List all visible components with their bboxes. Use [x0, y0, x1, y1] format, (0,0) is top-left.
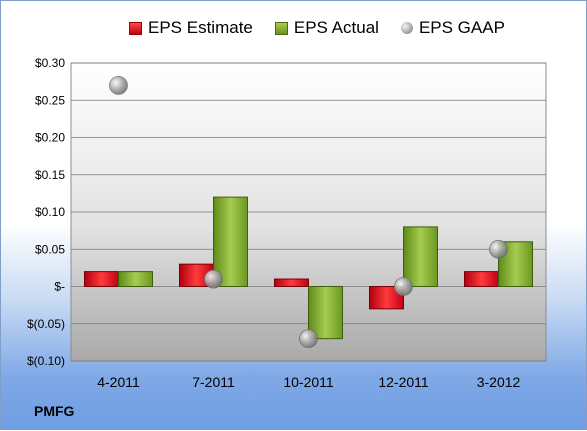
- legend-swatch-eps-actual: [274, 21, 288, 35]
- marker-eps-gaap: [489, 239, 508, 259]
- legend-label-eps-actual: EPS Actual: [293, 18, 379, 37]
- x-category-label: 10-2011: [283, 374, 334, 390]
- legend-label-eps-estimate: EPS Estimate: [148, 18, 253, 37]
- y-tick-label: $0.20: [35, 131, 65, 145]
- x-category-label: 12-2011: [378, 374, 429, 390]
- bar-eps-estimate: [464, 271, 499, 288]
- ticker-label: PMFG: [34, 403, 75, 419]
- legend-item-eps-actual: EPS Actual: [274, 18, 379, 38]
- y-tick-label: $0.15: [35, 168, 65, 182]
- bar-eps-actual: [308, 286, 343, 340]
- y-tick-label: $0.25: [35, 93, 65, 107]
- y-tick-label: $(0.10): [27, 354, 65, 368]
- x-category-label: 7-2011: [192, 374, 235, 390]
- marker-eps-gaap: [299, 329, 318, 349]
- y-tick-label: $-: [54, 280, 65, 294]
- y-tick-label: $0.05: [35, 242, 65, 256]
- y-tick-label: $0.30: [35, 56, 65, 70]
- x-category-label: 4-2011: [97, 374, 140, 390]
- legend-marker-eps-gaap: [400, 22, 413, 34]
- bar-eps-estimate: [369, 286, 404, 310]
- legend-item-eps-gaap: EPS GAAP: [400, 18, 505, 38]
- bar-eps-estimate: [84, 271, 119, 288]
- bar-eps-estimate: [274, 278, 309, 287]
- marker-eps-gaap: [109, 75, 128, 95]
- y-tick-label: $0.10: [35, 205, 65, 219]
- legend-swatch-eps-estimate: [129, 21, 142, 35]
- marker-eps-gaap: [204, 269, 223, 289]
- marker-eps-gaap: [394, 277, 413, 296]
- bar-eps-actual: [118, 271, 153, 288]
- y-tick-label: $(0.05): [27, 317, 65, 331]
- x-category-label: 3-2012: [477, 374, 521, 390]
- legend: EPS Estimate EPS Actual EPS GAAP: [129, 18, 527, 38]
- bar-eps-actual: [403, 226, 438, 287]
- legend-item-eps-estimate: EPS Estimate: [129, 18, 253, 38]
- legend-label-eps-gaap: EPS GAAP: [418, 18, 505, 37]
